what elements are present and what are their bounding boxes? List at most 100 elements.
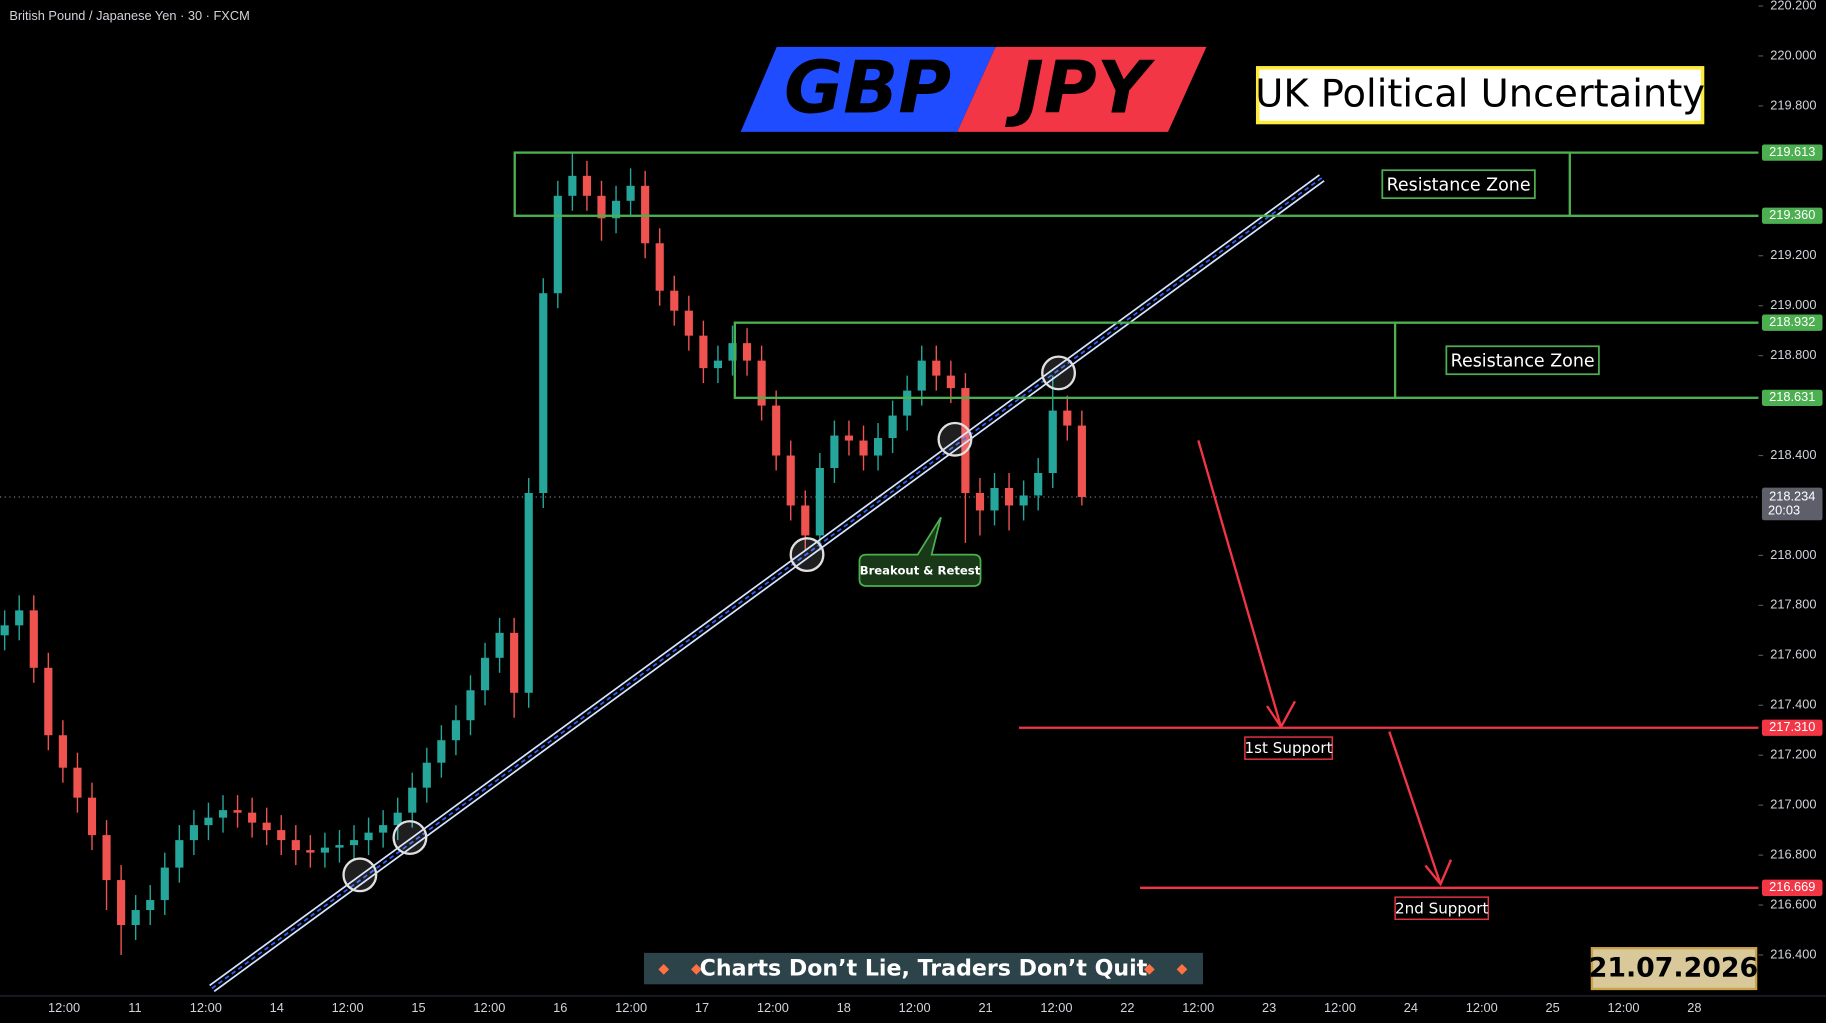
candle-body — [903, 390, 912, 416]
date: 21.07.2026 — [1589, 953, 1758, 984]
diamond: ◆ — [1144, 961, 1155, 977]
candle-body — [117, 880, 126, 926]
candle-body — [451, 720, 460, 741]
logo-right: JPY — [1005, 46, 1156, 130]
x-tick-label: 12:00 — [1324, 1000, 1356, 1015]
price-badge — [1761, 879, 1823, 896]
price-badge — [1761, 389, 1823, 406]
y-tick-label: 217.200 — [1770, 747, 1816, 762]
candle-body — [844, 435, 854, 441]
logo-left-bg — [740, 46, 996, 132]
y-tick-label: 218.000 — [1770, 547, 1816, 562]
candle-body — [1077, 425, 1086, 497]
candle-body — [204, 817, 213, 826]
countdown-label: 20:03 — [1768, 502, 1800, 517]
x-tick-label: 12:00 — [615, 1000, 647, 1015]
price-badge — [1761, 207, 1823, 224]
candle-body — [233, 810, 242, 813]
price-badge — [1761, 719, 1823, 736]
candle-body — [44, 667, 53, 736]
candle-body — [131, 910, 140, 926]
candle-body — [408, 787, 417, 813]
candle-body — [466, 690, 475, 721]
candle-body — [495, 632, 504, 658]
trendline-center — [211, 177, 1323, 990]
y-tick-label: 216.600 — [1770, 896, 1816, 911]
candle-body — [830, 435, 839, 469]
diamond: ◆ — [658, 961, 669, 977]
candle-body — [553, 195, 562, 294]
candle-body — [932, 360, 941, 376]
subtitle: UK Political Uncertainty — [1255, 71, 1705, 116]
candle-body — [815, 468, 824, 536]
candle-body — [1063, 410, 1072, 426]
y-tick-label: 219.000 — [1770, 297, 1816, 312]
candle-body — [670, 290, 679, 311]
candle-body — [510, 632, 519, 693]
candle-body — [713, 360, 723, 369]
candle-body — [655, 243, 664, 291]
annotation-text: Breakout & Retest — [860, 563, 981, 577]
y-tick-label: 216.400 — [1770, 946, 1816, 961]
candle-body — [699, 335, 708, 369]
date-box — [1590, 947, 1758, 991]
x-tick-label: 23 — [1262, 1000, 1276, 1015]
candle-body — [568, 175, 577, 196]
candle-body — [277, 830, 286, 841]
candle-body — [1019, 495, 1028, 506]
y-tick-label: 217.600 — [1770, 647, 1816, 662]
candle-body — [102, 835, 111, 881]
candle-body — [189, 825, 198, 841]
candle-body — [539, 293, 548, 493]
y-tick-label: 217.000 — [1770, 797, 1816, 812]
price-badge-label: 218.631 — [1769, 389, 1815, 404]
candle-body — [917, 360, 926, 391]
diamond: ◆ — [1177, 961, 1188, 977]
annotation: Breakout & Retest — [858, 516, 982, 587]
candle-body — [437, 740, 446, 763]
x-tick-label: 12:00 — [1608, 1000, 1640, 1015]
plot — [0, 153, 1759, 955]
support-label: 1st Support — [1245, 739, 1333, 757]
candle-body — [480, 657, 490, 691]
x-tick-label: 12:00 — [332, 1000, 364, 1015]
candle-body — [961, 388, 970, 493]
footer-box — [643, 952, 1203, 985]
candle-body — [0, 625, 9, 636]
diamond: ◆ — [691, 961, 702, 977]
x-tick-label: 12:00 — [1466, 1000, 1498, 1015]
subtitle-box — [1255, 66, 1705, 125]
y-tick-label: 219.200 — [1770, 247, 1816, 262]
touch-circle — [1041, 355, 1077, 391]
candle-body — [786, 455, 795, 506]
logo-left: GBP — [784, 46, 951, 130]
candle-body — [335, 845, 344, 848]
candle-body — [975, 492, 985, 511]
y-tick-label: 218.400 — [1770, 447, 1816, 462]
y-tick-label: 220.200 — [1770, 0, 1816, 12]
candle-body — [757, 360, 766, 406]
price-badge-label: 219.360 — [1769, 207, 1815, 222]
x-tick-label: 12:00 — [1040, 1000, 1072, 1015]
candle-body — [1004, 487, 1014, 506]
candle-body — [684, 310, 693, 336]
x-tick-label: 12:00 — [757, 1000, 789, 1015]
candle-body — [611, 200, 621, 219]
trendline-edge — [213, 180, 1325, 992]
candle-body — [626, 185, 635, 201]
zone-label: Resistance Zone — [1451, 351, 1595, 371]
last-price-badge — [1761, 487, 1823, 521]
candle-body — [218, 810, 228, 818]
zone-box — [733, 321, 1397, 400]
x-tick-label: 28 — [1687, 1000, 1701, 1015]
candle-body — [160, 867, 169, 901]
x-tick-label: 14 — [270, 1000, 284, 1015]
trendline — [209, 174, 1325, 992]
y-tick-label: 218.800 — [1770, 347, 1816, 362]
price-badge — [1761, 314, 1823, 331]
x-tick-label: 24 — [1404, 1000, 1418, 1015]
annotation-box — [858, 516, 982, 587]
candle-body — [349, 840, 359, 846]
support-label: 2nd Support — [1395, 899, 1488, 917]
